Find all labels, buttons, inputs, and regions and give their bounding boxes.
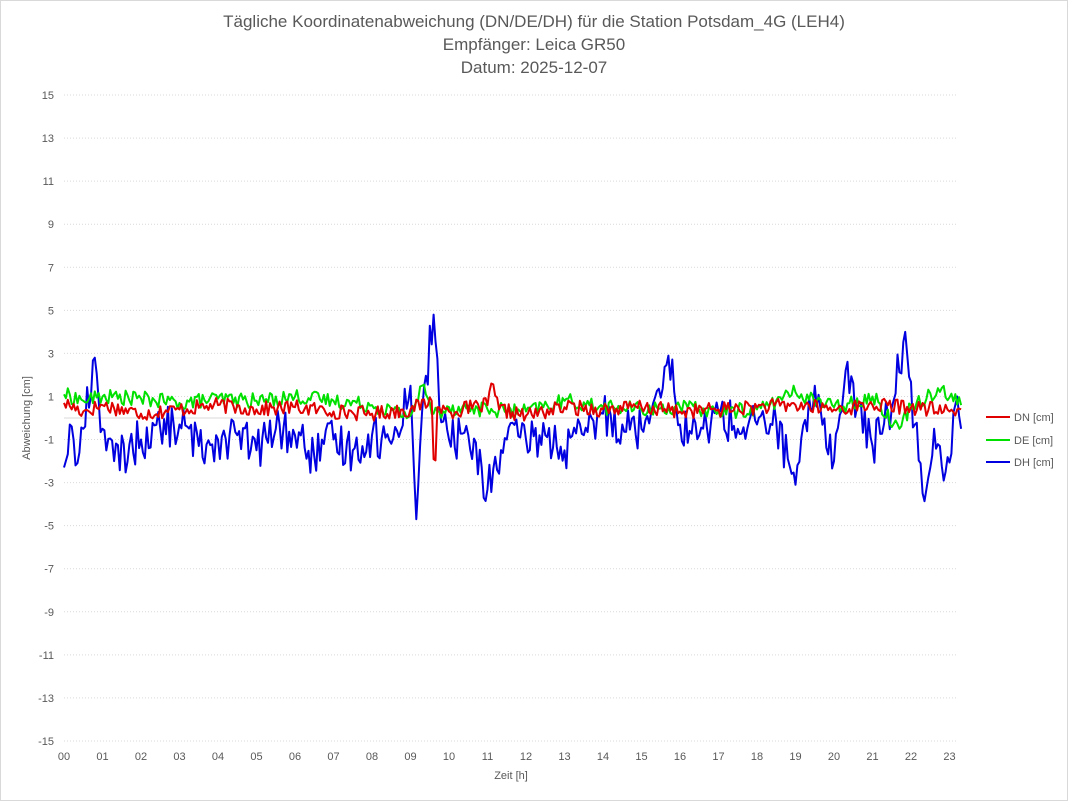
legend: DN [cm] DE [cm] DH [cm] — [986, 412, 1054, 469]
x-tick-label: 09 — [404, 751, 416, 763]
chart-title: Tägliche Koordinatenabweichung (DN/DE/DH… — [223, 12, 845, 31]
legend-label-de: DE [cm] — [1014, 435, 1053, 447]
x-tick-label: 08 — [366, 751, 378, 763]
x-tick-label: 17 — [712, 751, 724, 763]
x-tick-label: 14 — [597, 751, 609, 763]
x-tick-label: 02 — [135, 751, 147, 763]
x-tick-label: 19 — [789, 751, 801, 763]
y-tick-label: 1 — [48, 391, 54, 403]
y-tick-label: -1 — [44, 435, 54, 447]
y-tick-label: -15 — [38, 736, 54, 748]
x-tick-label: 13 — [558, 751, 570, 763]
y-tick-label: 15 — [42, 90, 54, 102]
grid-layer — [64, 94, 958, 742]
series-line-de — [63, 383, 963, 430]
x-tick-label: 07 — [327, 751, 339, 763]
y-tick-labels: 15 13 11 9 7 5 3 1 -1 -3 -5 -7 -9 -11 -13 -15 — [38, 90, 54, 748]
x-tick-label: 03 — [173, 751, 185, 763]
x-axis-title: Zeit [h] — [494, 770, 528, 782]
x-tick-label: 21 — [866, 751, 878, 763]
x-tick-label: 18 — [751, 751, 763, 763]
x-tick-label: 01 — [96, 751, 108, 763]
legend-label-dn: DN [cm] — [1014, 412, 1054, 424]
series-layer — [63, 313, 963, 521]
x-tick-label: 12 — [520, 751, 532, 763]
y-tick-label: 7 — [48, 262, 54, 274]
x-tick-label: 22 — [905, 751, 917, 763]
legend-label-dh: DH [cm] — [1014, 457, 1054, 469]
chart-subtitle-date: Datum: 2025-12-07 — [460, 58, 608, 77]
x-tick-label: 04 — [212, 751, 224, 763]
y-tick-label: -7 — [44, 564, 54, 576]
x-tick-labels: 00 01 02 03 04 05 06 07 08 09 10 11 12 13 14 15 16 17 18 19… — [58, 751, 956, 763]
y-tick-label: -3 — [44, 478, 54, 490]
y-tick-label: 9 — [48, 219, 54, 231]
y-tick-label: -13 — [38, 693, 54, 705]
x-tick-label: 23 — [943, 751, 955, 763]
y-tick-label: 11 — [43, 176, 54, 188]
chart-subtitle-receiver: Empfänger: Leica GR50 — [442, 35, 626, 54]
y-tick-label: -9 — [44, 607, 54, 619]
y-tick-label: 13 — [42, 133, 54, 145]
x-tick-label: 15 — [635, 751, 647, 763]
x-tick-label: 11 — [482, 751, 493, 763]
x-tick-label: 05 — [250, 751, 262, 763]
x-tick-label: 10 — [443, 751, 455, 763]
x-tick-label: 06 — [289, 751, 301, 763]
x-tick-label: 20 — [828, 751, 840, 763]
y-tick-label: -11 — [39, 650, 54, 662]
y-tick-label: -5 — [44, 521, 54, 533]
x-tick-label: 00 — [58, 751, 70, 763]
x-tick-label: 16 — [674, 751, 686, 763]
y-tick-label: 5 — [48, 305, 54, 317]
y-tick-label: 3 — [48, 348, 54, 360]
series-line-dn — [63, 382, 962, 462]
y-axis-title: Abweichung [cm] — [21, 376, 33, 460]
